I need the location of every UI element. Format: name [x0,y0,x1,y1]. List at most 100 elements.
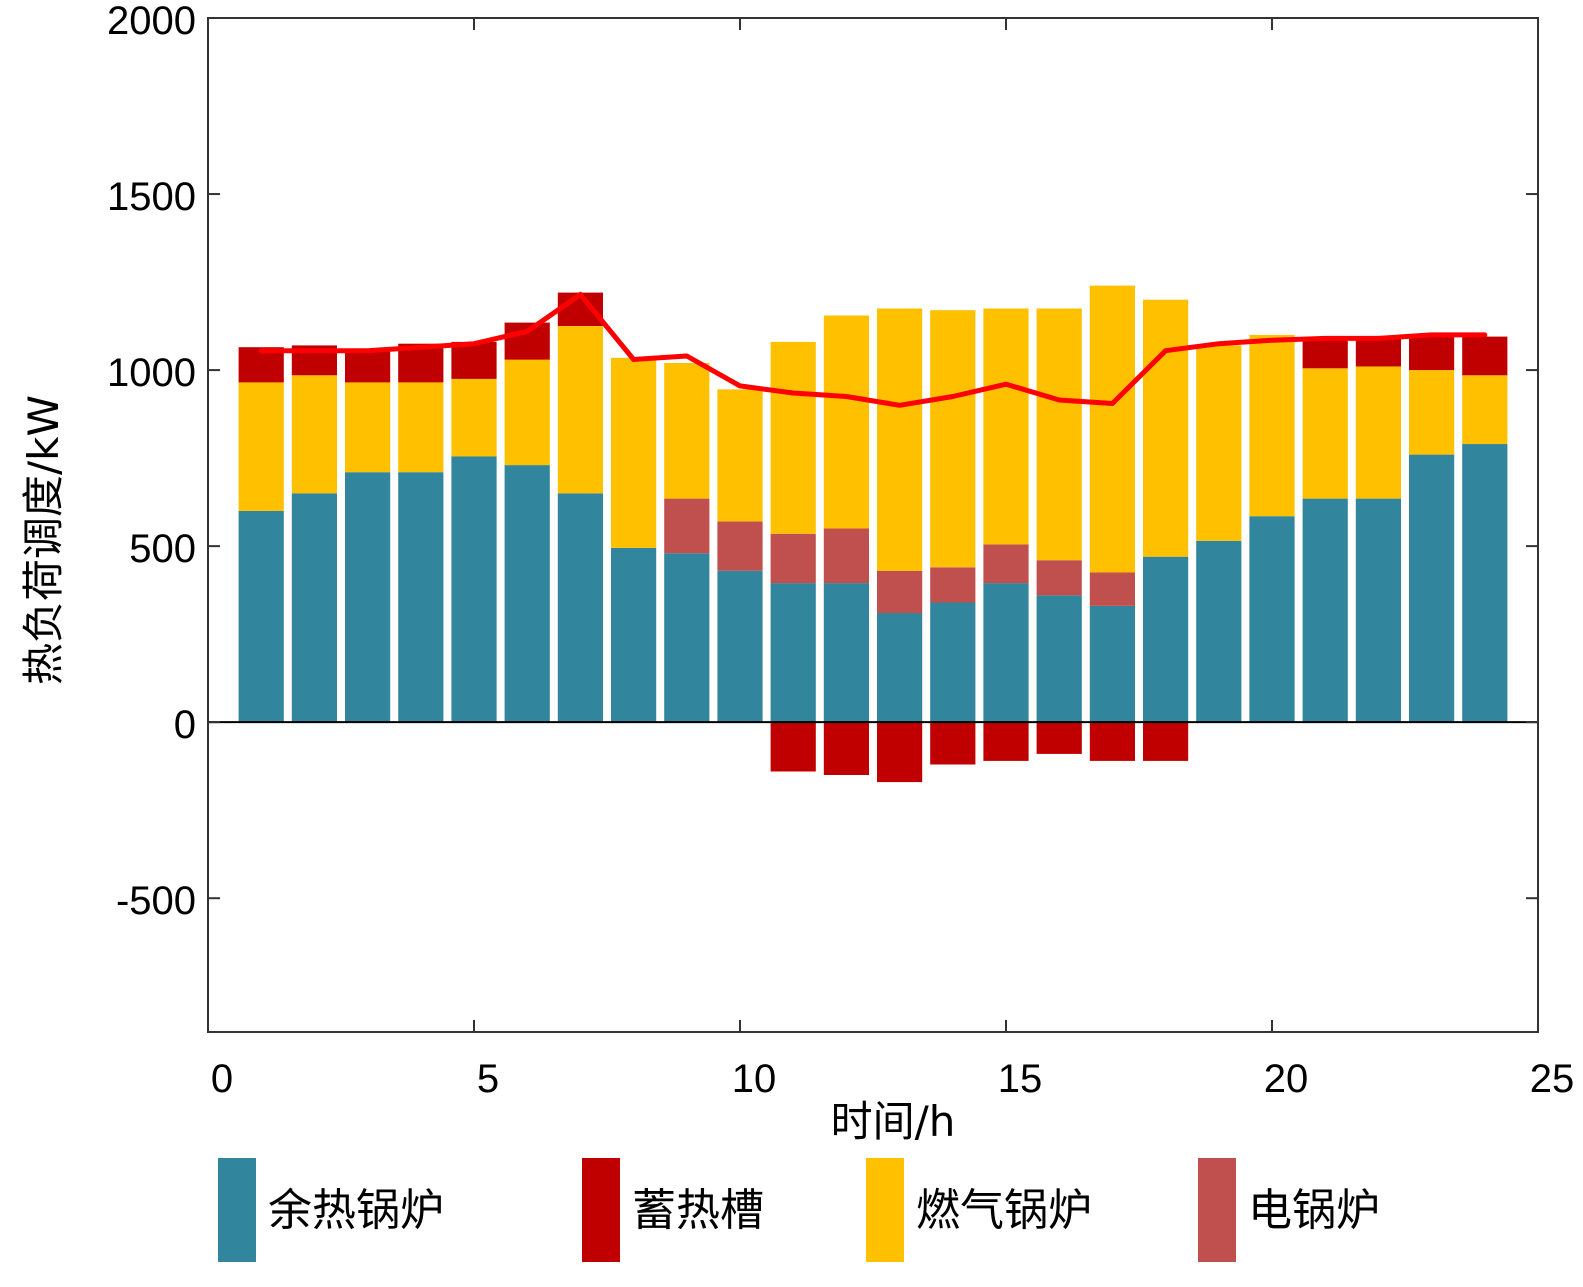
legend-label-1: 电锅炉 [1248,1185,1380,1236]
bar-segment-s0-h13 [877,613,923,723]
bar-segment-s2-h21 [1302,368,1348,499]
bar-segment-s1-h15 [983,544,1029,584]
bar-segment-s0-h8 [611,547,657,723]
bar-segment-s3-h16 [1036,722,1082,754]
bar-segment-s2-h16 [1036,308,1082,561]
bar-segment-s2-h17 [1089,285,1135,573]
bar-segment-s0-h19 [1196,540,1242,723]
bar-segment-s3-h14 [930,722,976,765]
y-tick-label: 500 [129,527,196,571]
x-tick-label: 15 [998,1057,1043,1101]
x-tick-label: 10 [732,1057,777,1101]
bar-segment-s3-h15 [983,722,1029,761]
bar-segment-s0-h11 [770,583,816,723]
legend: 余热锅炉 蓄热槽 燃气锅炉 电锅炉 [218,1158,1380,1262]
bar-segment-s0-h16 [1036,595,1082,723]
bar-segment-s2-h23 [1409,370,1455,455]
legend-swatch-1 [1198,1158,1236,1262]
bar-segment-s1-h17 [1089,572,1135,606]
bar-segment-s1-h14 [930,567,976,603]
bar-segment-s1-h13 [877,570,923,614]
bar-segment-s0-h23 [1409,454,1455,723]
load-line [258,291,1488,408]
y-tick-label: -500 [116,879,196,923]
y-tick-label: 1000 [107,351,196,395]
bar-segment-s3-h22 [1355,336,1401,367]
bar-segment-s2-h22 [1355,366,1401,499]
bar-segment-s3-h11 [770,722,816,772]
bar-segment-s2-h4 [398,382,444,473]
bar-segment-s0-h7 [557,493,603,723]
bar-segment-s0-h15 [983,583,1029,723]
load-line-layer [258,291,1488,408]
bar-segment-s2-h18 [1143,299,1189,557]
bar-segment-s0-h3 [345,472,391,723]
bar-segment-s0-h21 [1302,498,1348,723]
plot-frame [207,17,1539,1033]
bar-segment-s2-h10 [717,389,763,522]
bar-segment-s3-h23 [1409,334,1455,371]
legend-swatch-2 [866,1158,904,1262]
bar-segment-s3-h5 [451,341,497,379]
bar-segment-s2-h24 [1462,375,1508,445]
bar-segment-s2-h9 [664,363,710,499]
bar-segment-s3-h24 [1462,336,1508,376]
bar-segment-s2-h20 [1249,334,1295,517]
x-tick-label: 0 [211,1057,233,1101]
bar-segment-s3-h17 [1089,722,1135,761]
y-axis-label: 热负荷调度/kW [19,395,68,685]
bar-segment-s0-h10 [717,570,763,723]
bar-segment-s3-h13 [877,722,923,783]
legend-label-3: 蓄热槽 [632,1185,764,1236]
bar-segment-s0-h1 [238,510,284,723]
bar-segment-s2-h7 [557,326,603,494]
bar-segment-s3-h21 [1302,338,1348,369]
bar-segment-s1-h9 [664,498,710,554]
bar-segment-s0-h17 [1089,606,1135,723]
bar-segment-s0-h20 [1249,516,1295,723]
bar-segment-s2-h14 [930,310,976,568]
x-tick-label: 25 [1530,1057,1575,1101]
y-tick-label: 0 [174,703,196,747]
bar-segment-s2-h3 [345,382,391,473]
axes-layer: 0 5 10 15 20 25 -500 0 500 1000 1500 2000 [107,0,1574,1101]
bar-segment-s2-h5 [451,378,497,457]
y-tick-label: 2000 [107,0,196,43]
legend-label-2: 燃气锅炉 [916,1185,1092,1236]
bars-layer [238,285,1508,783]
y-tick-label: 1500 [107,175,196,219]
axis-labels: 时间/h 热负荷调度/kW [19,395,955,1146]
bar-segment-s1-h16 [1036,560,1082,596]
bar-segment-s2-h8 [611,357,657,548]
bar-segment-s2-h12 [823,315,869,529]
bar-segment-s2-h13 [877,308,923,571]
legend-swatch-3 [582,1158,620,1262]
bar-segment-s2-h1 [238,382,284,511]
bar-segment-s3-h12 [823,722,869,775]
bar-segment-s3-h3 [345,349,391,383]
legend-label-0: 余热锅炉 [268,1185,444,1236]
bar-segment-s0-h18 [1143,556,1189,723]
bar-segment-s0-h24 [1462,444,1508,723]
bar-segment-s2-h15 [983,308,1029,545]
legend-swatch-0 [218,1158,256,1262]
bar-segment-s3-h6 [504,322,550,360]
bar-segment-s0-h12 [823,583,869,723]
bar-segment-s1-h11 [770,533,816,584]
bar-segment-s0-h6 [504,465,550,723]
bar-segment-s0-h2 [291,493,337,723]
bar-segment-s0-h5 [451,456,497,723]
bar-segment-s2-h6 [504,359,550,466]
bar-segment-s0-h9 [664,553,710,723]
x-axis-label: 时间/h [831,1097,956,1146]
x-tick-label: 20 [1264,1057,1309,1101]
x-tick-label: 5 [477,1057,499,1101]
bar-segment-s2-h2 [291,375,337,494]
bar-segment-s3-h18 [1143,722,1189,761]
bar-segment-s1-h12 [823,528,869,584]
bar-segment-s0-h22 [1355,498,1401,723]
bar-segment-s0-h14 [930,602,976,723]
bar-segment-s2-h11 [770,341,816,534]
bar-segment-s0-h4 [398,472,444,723]
